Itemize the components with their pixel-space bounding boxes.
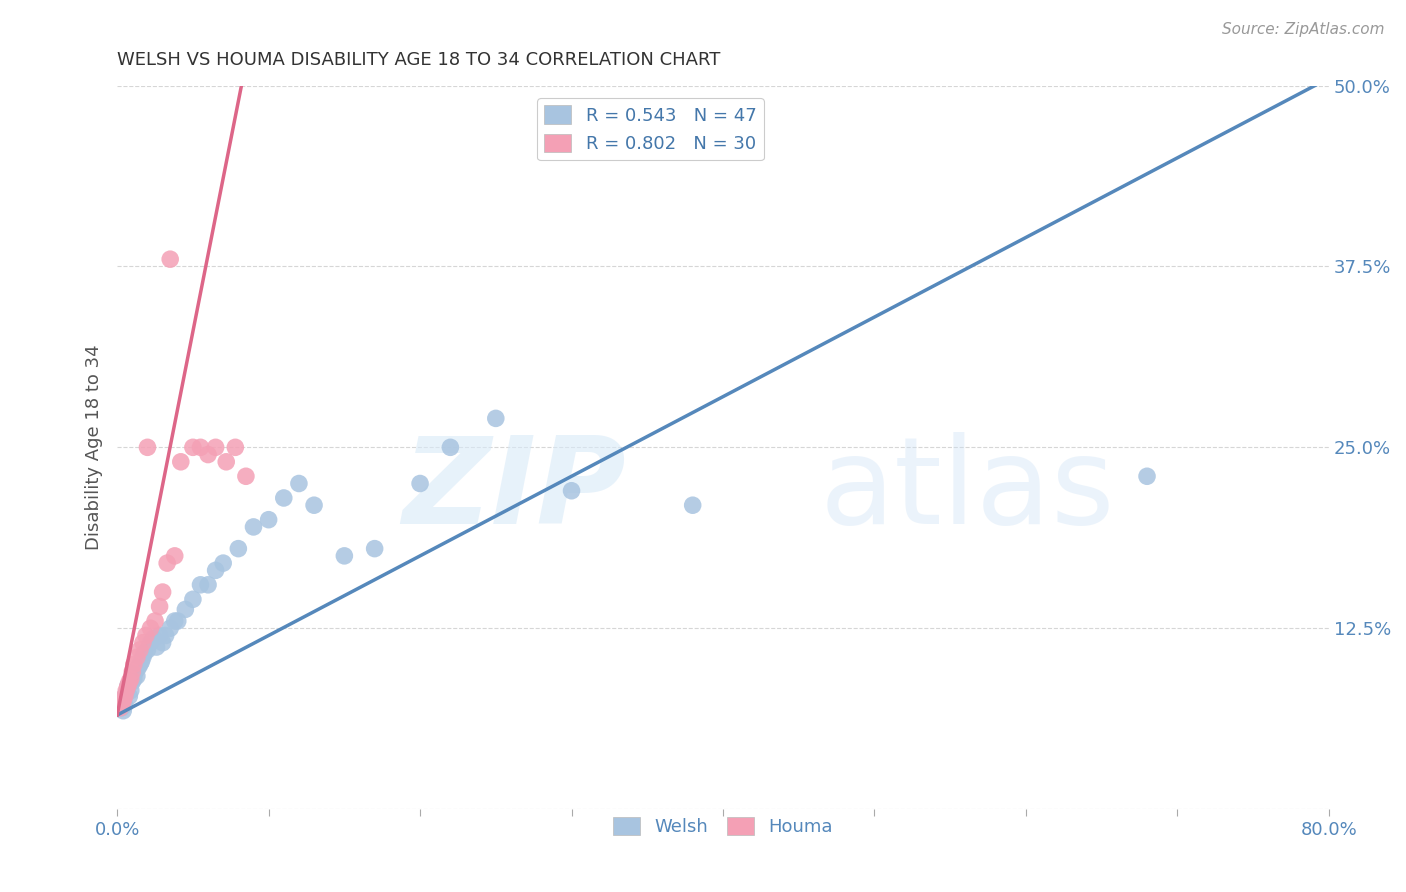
Point [163,549,186,563]
Point [197,578,219,592]
Point [117,679,139,693]
Y-axis label: Disability Age 18 to 34: Disability Age 18 to 34 [86,344,103,550]
Point [149,628,172,642]
Point [125,669,148,683]
Point [215,455,238,469]
Point [127,660,149,674]
Point [363,541,385,556]
Point [163,614,186,628]
Point [129,657,152,672]
Point [682,498,704,512]
Point [122,657,145,672]
Point [288,476,311,491]
Point [143,614,166,628]
Point [111,701,134,715]
Point [115,686,138,700]
Text: WELSH VS HOUMA DISABILITY AGE 18 TO 34 CORRELATION CHART: WELSH VS HOUMA DISABILITY AGE 18 TO 34 C… [117,51,720,69]
Point [112,704,135,718]
Point [159,621,181,635]
Text: ZIP: ZIP [402,433,626,549]
Text: Source: ZipAtlas.com: Source: ZipAtlas.com [1222,22,1385,37]
Point [159,252,181,267]
Point [129,643,152,657]
Point [170,455,193,469]
Point [110,701,132,715]
Point [121,665,143,679]
Point [118,690,141,704]
Legend: Welsh, Houma: Welsh, Houma [606,810,839,844]
Point [224,440,246,454]
Point [333,549,356,563]
Point [302,498,325,512]
Point [118,674,141,689]
Point [142,632,165,646]
Point [1136,469,1159,483]
Point [112,693,135,707]
Point [409,476,432,491]
Point [156,556,179,570]
Point [235,469,257,483]
Point [120,672,142,686]
Point [136,440,159,454]
Point [131,655,153,669]
Point [190,440,212,454]
Point [560,483,582,498]
Point [145,640,167,654]
Point [110,693,132,707]
Point [181,592,204,607]
Point [132,636,155,650]
Point [197,448,219,462]
Point [190,578,212,592]
Point [121,674,143,689]
Point [166,614,188,628]
Point [439,440,461,454]
Point [135,628,157,642]
Point [228,541,250,556]
Point [139,621,162,635]
Point [242,520,264,534]
Point [117,679,139,693]
Point [485,411,508,425]
Point [114,698,136,712]
Point [124,665,146,679]
Point [125,650,148,665]
Text: atlas: atlas [820,433,1115,549]
Point [139,636,162,650]
Point [132,650,155,665]
Point [174,602,197,616]
Point [152,585,174,599]
Point [111,698,134,712]
Point [134,646,156,660]
Point [212,556,235,570]
Point [122,672,145,686]
Point [273,491,295,505]
Point [120,683,142,698]
Point [149,599,172,614]
Point [155,628,177,642]
Point [181,440,204,454]
Point [152,636,174,650]
Point [114,690,136,704]
Point [115,683,138,698]
Point [204,563,226,577]
Point [257,513,280,527]
Point [136,643,159,657]
Point [204,440,226,454]
